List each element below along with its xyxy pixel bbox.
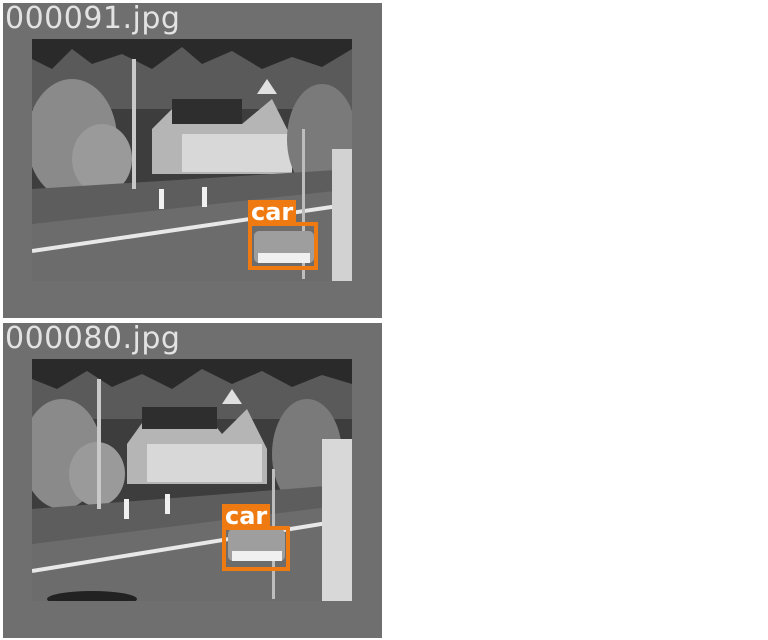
image-filename: 000080.jpg	[5, 321, 181, 356]
detection-box[interactable]	[222, 526, 290, 571]
image-filename: 000091.jpg	[5, 1, 181, 36]
thermal-scene	[32, 359, 352, 601]
thermal-scene	[32, 39, 352, 281]
image-panel-1[interactable]: 000091.jpg	[3, 1, 382, 318]
detection-label: car	[222, 504, 271, 530]
thermal-image	[32, 39, 352, 281]
detection-box[interactable]	[248, 222, 318, 270]
thermal-image	[32, 359, 352, 601]
image-panel-2[interactable]: 000080.jpg car	[3, 321, 382, 638]
detection-label: car	[248, 200, 297, 226]
